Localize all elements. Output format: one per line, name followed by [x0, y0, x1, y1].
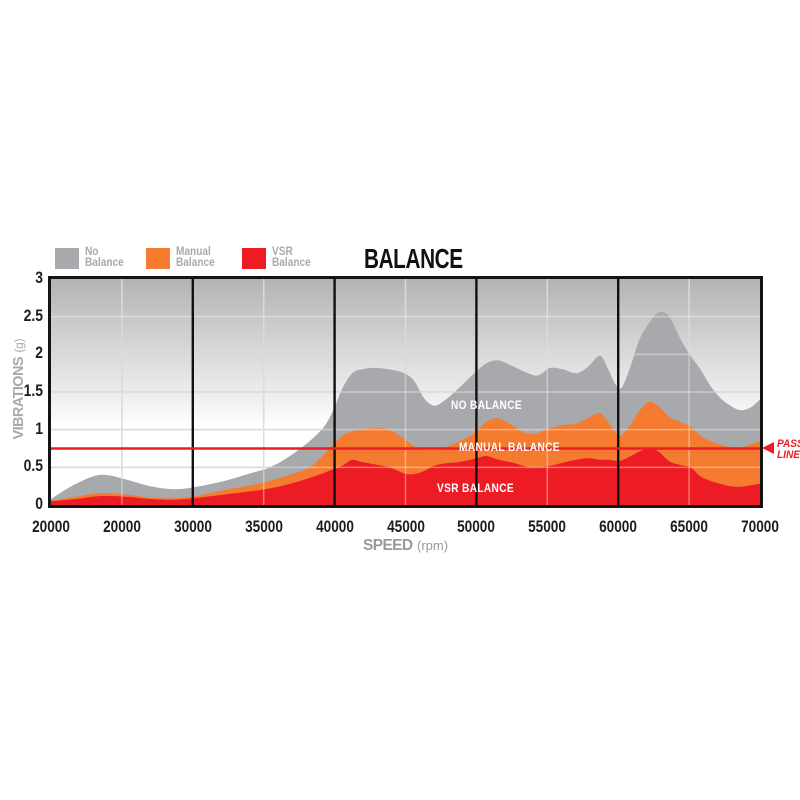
pass-line-label: PASS LINE: [777, 439, 800, 460]
legend-label-line: Balance: [272, 257, 311, 269]
y-tick-label: 2.5: [23, 305, 43, 325]
x-axis-title-unit: (rpm): [416, 538, 449, 553]
y-tick-label: 1: [35, 418, 43, 438]
legend-label-line: Balance: [85, 257, 124, 269]
x-tick-label: 50000: [457, 517, 496, 536]
area-label-manual-balance: MANUAL BALANCE: [459, 442, 560, 454]
legend-swatch-vsr-balance: [242, 248, 266, 269]
major-vertical-gridlines: [191, 279, 620, 505]
gridlines-over: [51, 279, 760, 505]
x-tick-label: 35000: [244, 517, 283, 536]
x-axis-title-text: SPEED: [362, 537, 413, 554]
x-tick-label: 65000: [670, 517, 709, 536]
area-label-no-balance: NO BALANCE: [451, 400, 522, 412]
legend-label-vsr-balance: VSR Balance: [272, 246, 311, 269]
y-tick-label: 1.5: [23, 381, 43, 400]
x-axis-title: SPEED (rpm): [48, 537, 763, 555]
x-tick-label: 20000: [102, 517, 141, 536]
x-tick-label: 70000: [741, 517, 779, 536]
series-area-vsr-balance: [51, 448, 760, 505]
legend-label-no-balance: No Balance: [85, 246, 124, 269]
y-tick-label: 2: [35, 343, 43, 363]
area-label-vsr-balance: VSR BALANCE: [437, 483, 514, 495]
x-tick-label: 55000: [528, 517, 567, 536]
legend-label-manual-balance: Manual Balance: [176, 246, 215, 269]
legend-label-line: VSR: [272, 246, 293, 258]
x-tick-label: 20000: [32, 517, 70, 536]
y-tick-label: 0: [35, 494, 43, 513]
legend-swatch-no-balance: [55, 248, 79, 269]
legend-label-line: Manual: [176, 246, 211, 258]
pass-line-label-line: PASS: [777, 438, 800, 450]
balance-area-chart: [51, 279, 760, 505]
legend-label-line: Balance: [176, 257, 215, 269]
pass-line-arrow-icon: [762, 442, 774, 454]
x-tick-label: 40000: [315, 517, 354, 536]
x-tick-label: 45000: [386, 517, 425, 536]
pass-line-label-line: LINE: [777, 448, 800, 461]
plot-area: NO BALANCE MANUAL BALANCE VSR BALANCE: [48, 276, 763, 508]
legend-label-line: No: [85, 246, 99, 258]
chart-title: BALANCE: [364, 243, 463, 274]
y-tick-label: 3: [35, 268, 43, 287]
x-tick-label: 30000: [173, 517, 212, 536]
legend-swatch-manual-balance: [146, 248, 170, 269]
y-tick-label: 0.5: [23, 456, 43, 476]
x-tick-label: 60000: [599, 517, 638, 536]
